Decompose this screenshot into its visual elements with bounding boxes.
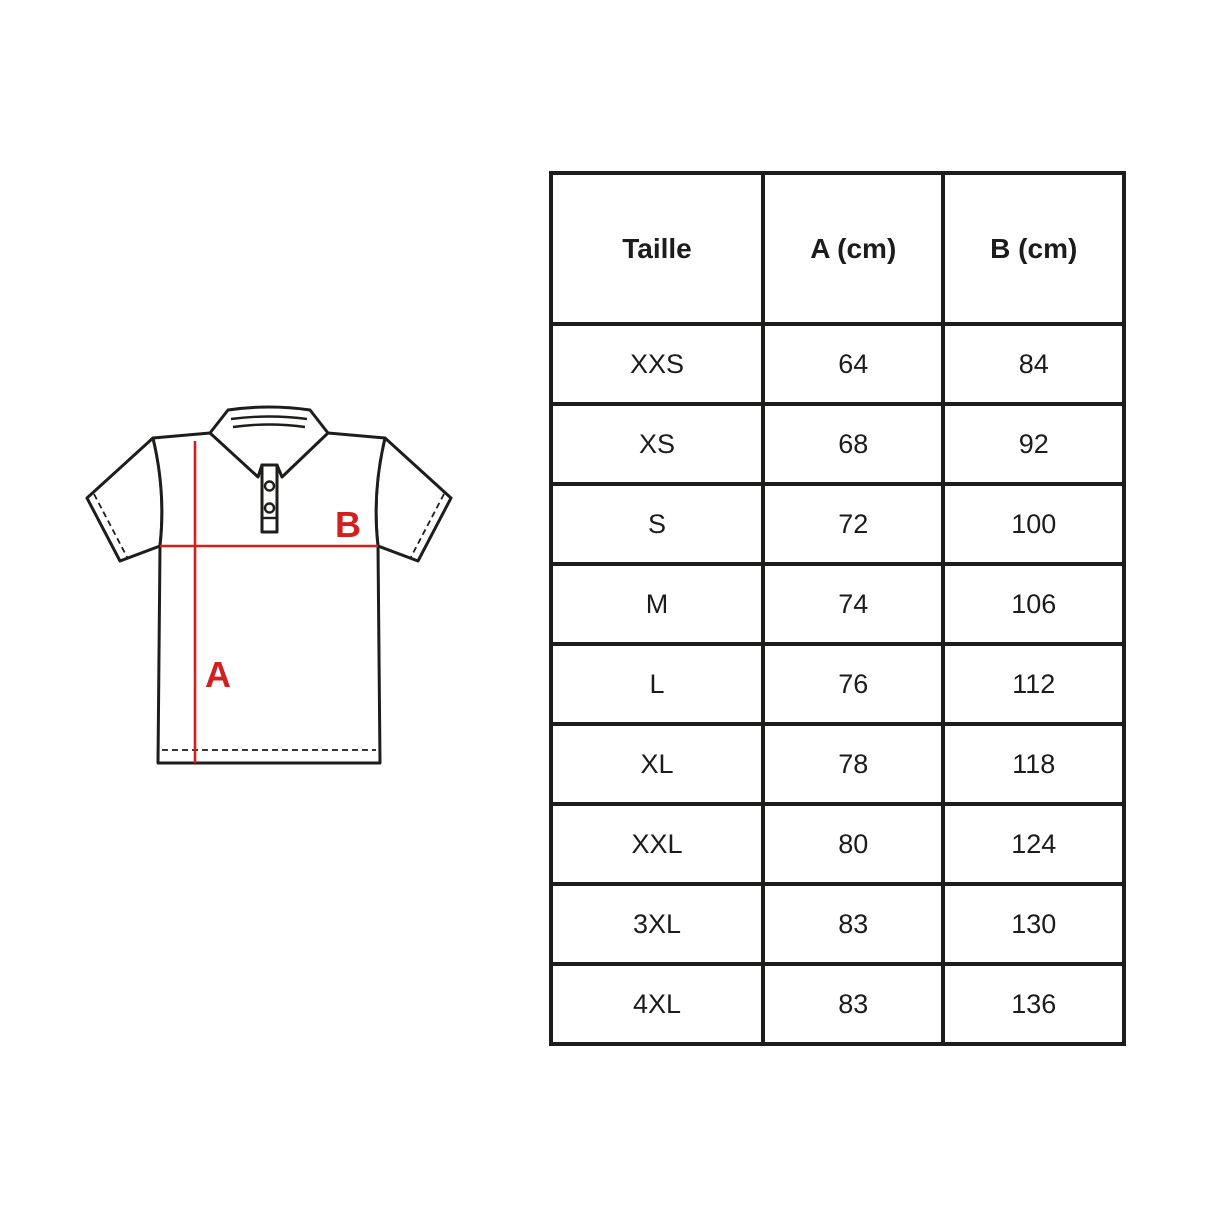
cell-b: 84	[941, 322, 1126, 406]
table-row-3xl: 3XL 83 130	[549, 882, 1126, 966]
table-header-row: Taille A (cm) B (cm)	[549, 171, 1126, 326]
table-row-4xl: 4XL 83 136	[549, 962, 1126, 1046]
cell-b: 124	[941, 802, 1126, 886]
cell-a: 83	[760, 962, 946, 1046]
header-a-cm: A (cm)	[760, 171, 946, 326]
cell-b: 118	[941, 722, 1126, 806]
header-b-cm: B (cm)	[941, 171, 1126, 326]
table-row-xl: XL 78 118	[549, 722, 1126, 806]
cell-a: 80	[760, 802, 946, 886]
cell-b: 92	[941, 402, 1126, 486]
polo-shirt-sketch: A B	[85, 405, 453, 765]
table-row-xxl: XXL 80 124	[549, 802, 1126, 886]
cell-a: 78	[760, 722, 946, 806]
right-sleeve	[374, 436, 453, 563]
cell-a: 72	[760, 482, 946, 566]
table-row-l: L 76 112	[549, 642, 1126, 726]
collar-seam-line-1	[230, 415, 308, 421]
cell-size: S	[549, 482, 765, 566]
left-cuff-stitch	[93, 493, 128, 558]
cell-a: 74	[760, 562, 946, 646]
cell-size: XL	[549, 722, 765, 806]
header-taille: Taille	[549, 171, 765, 326]
cell-size: M	[549, 562, 765, 646]
cell-a: 76	[760, 642, 946, 726]
left-sleeve	[85, 436, 164, 563]
measure-label-a: A	[205, 654, 231, 695]
table-row-s: S 72 100	[549, 482, 1126, 566]
table-row-m: M 74 106	[549, 562, 1126, 646]
polo-shirt-diagram: A B	[78, 398, 460, 770]
cell-size: 4XL	[549, 962, 765, 1046]
cell-b: 106	[941, 562, 1126, 646]
cell-a: 68	[760, 402, 946, 486]
cell-a: 83	[760, 882, 946, 966]
table-row-xxs: XXS 64 84	[549, 322, 1126, 406]
collar-seam-line-2	[232, 423, 306, 429]
cell-b: 136	[941, 962, 1126, 1046]
measure-label-b: B	[335, 504, 361, 545]
cell-size: 3XL	[549, 882, 765, 966]
cell-b: 112	[941, 642, 1126, 726]
right-cuff-stitch	[410, 493, 445, 558]
size-chart-table: Taille A (cm) B (cm) XXS 64 84 XS 68 92 …	[549, 171, 1126, 1046]
button-top	[263, 480, 276, 492]
cell-a: 64	[760, 322, 946, 406]
cell-b: 130	[941, 882, 1126, 966]
cell-size: L	[549, 642, 765, 726]
placket	[260, 463, 279, 534]
cell-size: XS	[549, 402, 765, 486]
table-row-xs: XS 68 92	[549, 402, 1126, 486]
cell-size: XXL	[549, 802, 765, 886]
cell-size: XXS	[549, 322, 765, 406]
cell-b: 100	[941, 482, 1126, 566]
button-bottom	[263, 502, 276, 514]
